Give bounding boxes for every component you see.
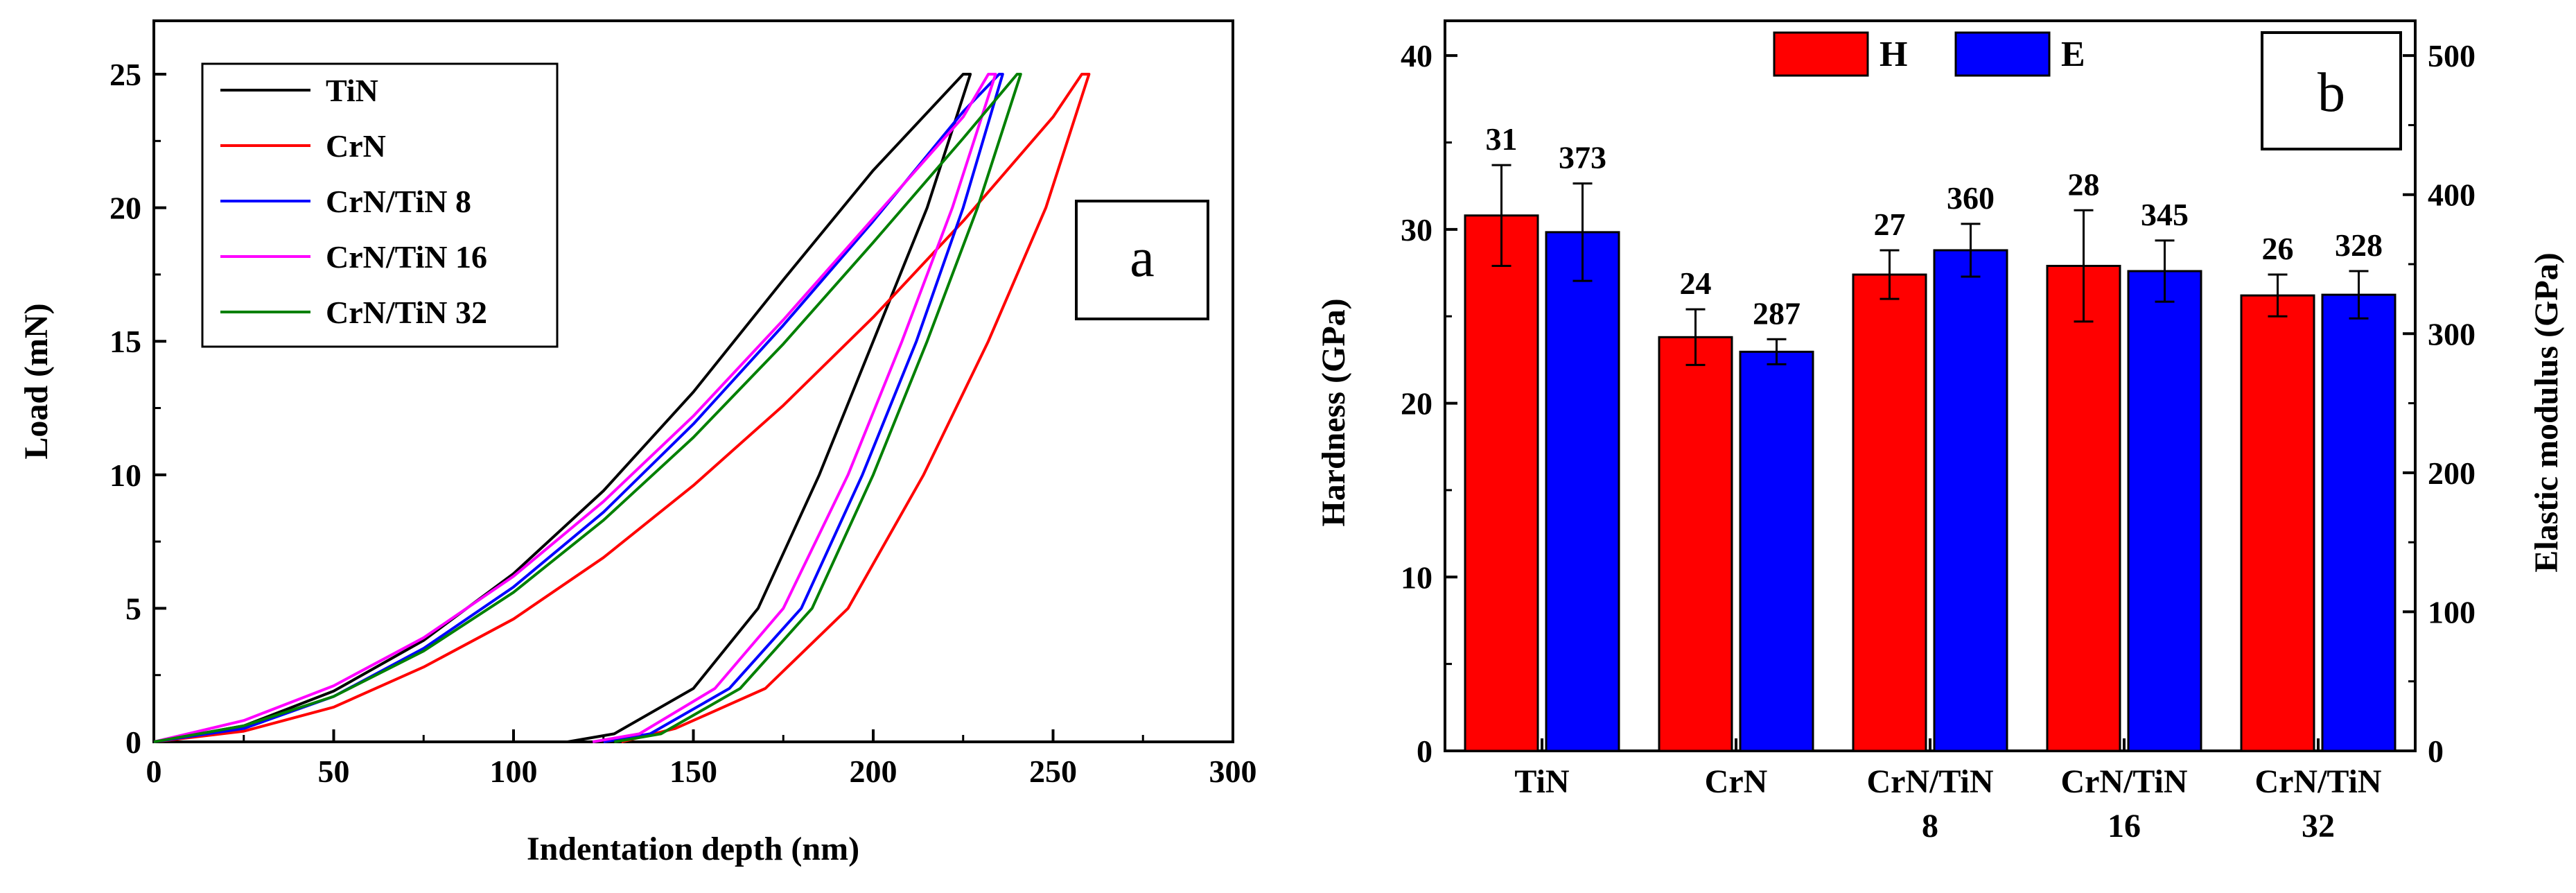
- curve-crn-tin-8: [153, 73, 1004, 743]
- bar-e-crn-tin-8: [1933, 249, 2008, 752]
- left-y-tick-label: 20: [1401, 386, 1432, 422]
- data-label-e-crn-tin-8: 360: [1947, 180, 1995, 216]
- left-y-tick-label: 40: [1401, 38, 1432, 73]
- panel-a-x-axis-label: Indentation depth (nm): [527, 831, 859, 867]
- bar-h-crn-tin-16: [2046, 265, 2121, 752]
- x-tick-label-crn-tin-8: CrN/TiN: [1866, 763, 1993, 800]
- panel-a-curves: [153, 73, 1091, 743]
- legend-label-e: E: [2061, 35, 2085, 74]
- data-label-e-crn-tin-16: 345: [2141, 197, 2189, 232]
- bar-e-crn-tin-16: [2127, 270, 2202, 752]
- legend-swatch-h: [1773, 31, 1869, 77]
- x-tick-label: 150: [669, 754, 717, 789]
- x-tick-label: 300: [1209, 754, 1257, 789]
- legend-label-h: H: [1880, 35, 1907, 74]
- bar-h-tin: [1464, 214, 1539, 752]
- x-tick-label: 200: [850, 754, 897, 789]
- y-tick-label: 5: [125, 591, 141, 626]
- data-label-h-crn-tin-16: 28: [2068, 166, 2100, 202]
- data-label-h-crn-tin-8: 27: [1874, 207, 1906, 242]
- right-y-tick-label: 0: [2428, 734, 2444, 769]
- y-tick-label: 0: [125, 725, 141, 760]
- panel-a-y-axis-label: Load (mN): [18, 303, 55, 459]
- bar-h-crn: [1658, 336, 1733, 752]
- legend-swatch-e: [1954, 31, 2051, 77]
- x-tick-label-tin: TiN: [1514, 763, 1569, 800]
- right-y-tick-label: 200: [2428, 456, 2476, 491]
- data-label-e-crn-tin-32: 328: [2335, 227, 2383, 263]
- x-tick-label-crn-tin-16: CrN/TiN: [2060, 763, 2187, 800]
- bar-e-tin: [1545, 231, 1620, 752]
- x-tick-label-crn-tin-16: 16: [2108, 808, 2141, 844]
- legend-label-crn-tin-16: CrN/TiN 16: [326, 239, 487, 275]
- bar-h-crn-tin-8: [1852, 273, 1927, 752]
- panel-a-legend-box: [201, 62, 559, 348]
- panel-a-label-frame: [1075, 200, 1209, 320]
- x-tick-label: 250: [1029, 754, 1077, 789]
- data-label-e-tin: 373: [1559, 140, 1606, 175]
- y-tick-label: 10: [109, 458, 141, 493]
- panel-b-bars: 31 373 24 287 27 360 28 345 26 328: [1464, 121, 2397, 752]
- panel-a-label-box: a: [1075, 200, 1209, 320]
- data-label-e-crn: 287: [1753, 295, 1800, 331]
- data-label-h-crn: 24: [1680, 266, 1712, 301]
- left-y-tick-label: 0: [1417, 734, 1432, 769]
- panel-b-label: b: [2317, 62, 2345, 123]
- panel-a-axis-ticks: 0 50 100 150 200 250 300 0 5 10 15 20 25: [109, 57, 1257, 789]
- panel-b-left-axis-label: Hardness (GPa): [1315, 298, 1352, 526]
- panel-a-legend: TiN CrN CrN/TiN 8 CrN/TiN 16 CrN/TiN 32: [201, 62, 559, 348]
- x-tick-label-crn-tin-8: 8: [1922, 808, 1938, 844]
- x-tick-label-crn: CrN: [1705, 763, 1768, 800]
- left-y-tick-label: 30: [1401, 212, 1432, 248]
- x-tick-label: 50: [318, 754, 350, 789]
- data-label-h-crn-tin-32: 26: [2262, 231, 2294, 266]
- panel-b-right-axis-label: Elastic modulus (GPa): [2528, 252, 2565, 572]
- x-tick-label: 100: [490, 754, 538, 789]
- legend-label-crn: CrN: [326, 128, 386, 164]
- x-tick-label-crn-tin-32: 32: [2302, 808, 2335, 844]
- right-y-tick-label: 100: [2428, 594, 2476, 630]
- x-tick-label-crn-tin-32: CrN/TiN: [2254, 763, 2381, 800]
- y-tick-label: 20: [109, 191, 141, 226]
- panel-b-label-frame: [2261, 31, 2402, 150]
- panel-a-label: a: [1130, 227, 1155, 288]
- y-tick-label: 15: [109, 324, 141, 359]
- left-y-tick-label: 10: [1401, 560, 1432, 595]
- bar-h-crn-tin-32: [2240, 294, 2315, 752]
- curve-tin: [153, 73, 972, 743]
- legend-label-tin: TiN: [326, 73, 378, 108]
- panel-a-load-depth-chart: 0 50 100 150 200 250 300 0 5 10 15 20 25 Indentation…: [18, 19, 1257, 867]
- legend-label-crn-tin-32: CrN/TiN 32: [326, 295, 487, 330]
- right-y-tick-label: 400: [2428, 177, 2476, 213]
- curve-crn: [153, 73, 1091, 743]
- bar-e-crn: [1739, 350, 1814, 752]
- right-y-tick-label: 500: [2428, 38, 2476, 73]
- curve-crn-tin-16: [153, 73, 997, 743]
- curve-crn-tin-32: [153, 73, 1022, 743]
- panel-b-legend: H E: [1773, 31, 2085, 77]
- legend-label-crn-tin-8: CrN/TiN 8: [326, 184, 471, 219]
- right-y-tick-label: 300: [2428, 316, 2476, 352]
- y-tick-label: 25: [109, 57, 141, 92]
- data-label-h-tin: 31: [1486, 121, 1518, 157]
- panel-b-label-box: b: [2261, 31, 2402, 150]
- x-tick-label: 0: [146, 754, 162, 789]
- bar-e-crn-tin-32: [2321, 293, 2397, 752]
